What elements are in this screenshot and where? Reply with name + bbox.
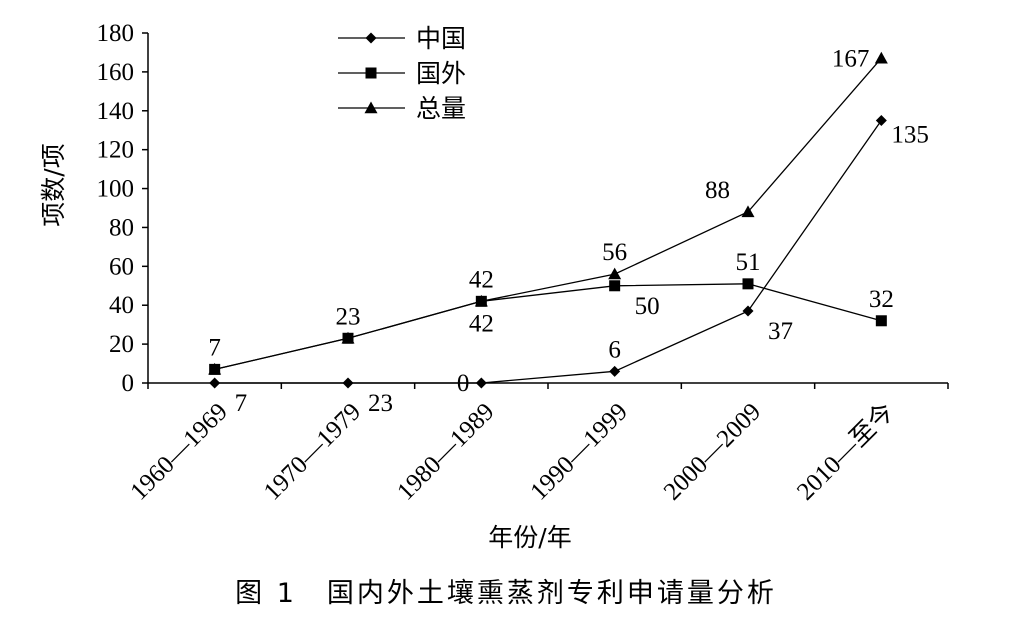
data-label: 42 [469, 266, 494, 293]
data-point [209, 377, 221, 389]
data-point [875, 115, 887, 126]
x-ticks: 1960—1969 1970—1979 1980—1989 1990—1999 2000… [125, 383, 949, 506]
data-label: 23 [368, 390, 393, 417]
series-line [214, 120, 882, 384]
data-point [474, 294, 488, 307]
data-label: 42 [469, 310, 494, 337]
data-label: 50 [635, 293, 660, 320]
data-label: 135 [891, 122, 929, 149]
x-axis-label: 年份/年 [488, 523, 571, 552]
data-point [609, 365, 621, 377]
y-tick-label: 60 [109, 253, 134, 280]
data-label: 6 [608, 336, 621, 363]
x-tick-label: 1970—1979 [259, 398, 366, 505]
y-tick-label: 100 [97, 176, 135, 203]
data-point [475, 377, 487, 389]
data-label: 7 [208, 334, 221, 361]
data-label: 56 [602, 239, 627, 266]
data-label: 0 [457, 370, 470, 397]
axes [147, 33, 948, 384]
series-line [214, 57, 882, 371]
x-tick-label: 1990—1999 [525, 398, 632, 505]
y-tick-label: 0 [122, 370, 135, 397]
y-tick-label: 180 [97, 20, 135, 47]
data-point [742, 305, 754, 317]
series-lines [214, 57, 882, 384]
data-labels: 7 7 23 23 0 42 42 6 56 50 88 51 37 167 135 32 [208, 45, 928, 417]
data-point [342, 377, 354, 389]
legend-marker [365, 32, 377, 44]
data-label: 7 [235, 390, 248, 417]
data-label: 23 [336, 303, 361, 330]
y-tick-label: 80 [109, 214, 134, 241]
data-point [741, 205, 755, 218]
y-tick-label: 120 [97, 137, 135, 164]
legend-marker [365, 67, 377, 79]
x-tick-label: 1960—1969 [125, 398, 232, 505]
data-point [742, 278, 754, 290]
data-point [208, 362, 222, 375]
data-point [609, 280, 621, 292]
data-point [608, 267, 622, 280]
data-label: 37 [768, 318, 793, 345]
data-point [341, 331, 355, 344]
x-tick-label: 2000—2009 [659, 398, 766, 505]
legend-label: 总量 [416, 94, 466, 123]
x-tick-label: 2010—至今 [791, 397, 899, 505]
data-label: 88 [705, 177, 730, 204]
legend-label: 中国 [416, 24, 466, 53]
y-ticks: 0 20 40 60 80 100 120 140 160 180 [97, 20, 148, 397]
data-point [875, 315, 887, 327]
x-tick-label: 1980—1989 [392, 398, 499, 505]
y-tick-label: 40 [109, 292, 134, 319]
y-tick-label: 160 [97, 59, 135, 86]
series-markers [208, 51, 888, 389]
data-label: 167 [832, 45, 870, 72]
data-label: 51 [736, 249, 761, 276]
legend-marker [364, 101, 378, 114]
y-tick-label: 140 [97, 98, 135, 125]
y-axis-label: 项数/项 [39, 143, 68, 226]
legend-label: 国外 [416, 59, 466, 88]
data-point [874, 51, 888, 64]
data-label: 32 [869, 286, 894, 313]
figure-caption: 图 1 国内外土壤熏蒸剂专利申请量分析 [235, 578, 777, 609]
y-tick-label: 20 [109, 331, 134, 358]
